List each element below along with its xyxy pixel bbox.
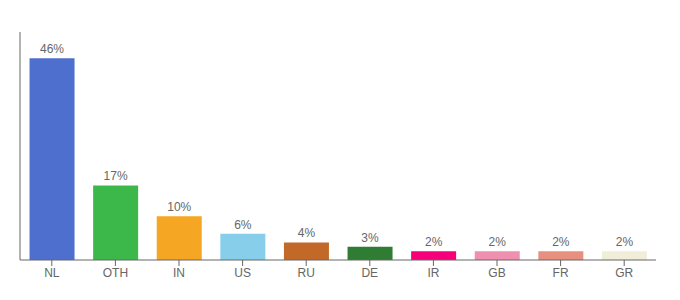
svg-text:2%: 2% <box>489 235 507 249</box>
svg-text:4%: 4% <box>298 226 316 240</box>
svg-text:DE: DE <box>361 266 378 280</box>
svg-text:GR: GR <box>615 266 633 280</box>
svg-text:46%: 46% <box>40 42 64 56</box>
svg-text:IN: IN <box>173 266 185 280</box>
svg-text:US: US <box>234 266 251 280</box>
svg-text:3%: 3% <box>361 231 379 245</box>
svg-text:6%: 6% <box>234 218 252 232</box>
svg-text:IR: IR <box>427 266 439 280</box>
svg-text:GB: GB <box>488 266 505 280</box>
svg-text:NL: NL <box>44 266 60 280</box>
svg-text:2%: 2% <box>552 235 570 249</box>
svg-text:OTH: OTH <box>103 266 128 280</box>
svg-text:17%: 17% <box>104 169 128 183</box>
svg-text:10%: 10% <box>167 200 191 214</box>
svg-text:RU: RU <box>298 266 315 280</box>
svg-text:FR: FR <box>553 266 569 280</box>
svg-text:2%: 2% <box>616 235 634 249</box>
svg-text:2%: 2% <box>425 235 443 249</box>
